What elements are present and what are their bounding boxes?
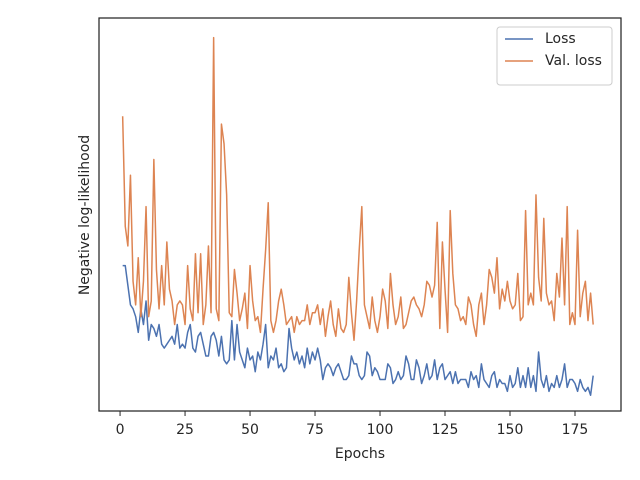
line-series <box>121 36 594 342</box>
legend-label: Loss <box>545 31 576 47</box>
x-tick-label: 125 <box>432 422 459 438</box>
x-tick-label: 50 <box>241 422 259 438</box>
legend-label: Val. loss <box>545 53 602 69</box>
x-axis-label: Epochs <box>335 446 385 462</box>
y-axis-label: Negative log-likelihood <box>77 135 93 295</box>
x-tick-label: 75 <box>306 422 324 438</box>
plot-frame <box>98 17 622 412</box>
x-tick-label: 100 <box>367 422 394 438</box>
legend-box <box>496 26 613 86</box>
x-tick-label: 150 <box>497 422 524 438</box>
line-series <box>122 264 594 397</box>
x-tick-label: 175 <box>562 422 589 438</box>
x-tick-label: 25 <box>176 422 194 438</box>
x-tick-label: 0 <box>116 422 125 438</box>
